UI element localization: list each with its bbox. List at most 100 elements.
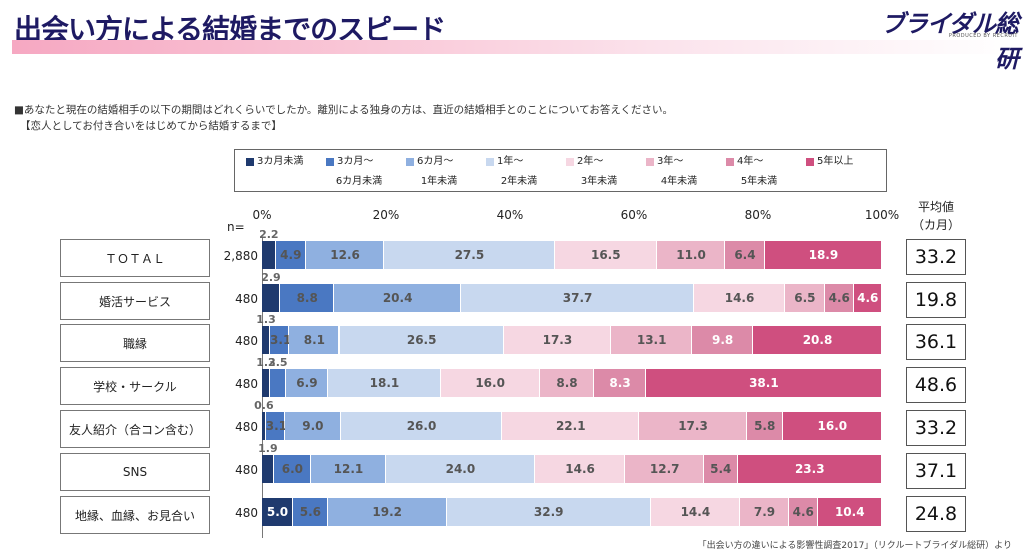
row-label: 職縁 bbox=[60, 324, 210, 362]
row-n: 480 bbox=[235, 292, 258, 306]
bar-value-label: 26.0 bbox=[406, 419, 437, 433]
bar-value-label: 20.8 bbox=[802, 333, 833, 347]
bar-value-label: 6.0 bbox=[281, 462, 303, 476]
legend-item: 6カ月～ 1年未満 bbox=[401, 156, 477, 190]
bar-value-label: 24.0 bbox=[445, 462, 476, 476]
bar-value-label: 2.9 bbox=[261, 271, 281, 284]
row-average: 48.6 bbox=[906, 367, 966, 403]
bar-segment bbox=[334, 284, 461, 312]
bar-value-label: 16.5 bbox=[590, 248, 621, 262]
legend-label: 1年～ bbox=[497, 156, 524, 167]
bar-value-label: 27.5 bbox=[454, 248, 485, 262]
bar-segment bbox=[782, 412, 882, 440]
bar-segment bbox=[340, 412, 503, 440]
bar-segment bbox=[704, 455, 738, 483]
bar-segment bbox=[270, 369, 286, 397]
bar-segment bbox=[265, 412, 285, 440]
legend-label-line2: 4年未満 bbox=[660, 176, 698, 187]
legend-label-line2: 2年未満 bbox=[500, 176, 538, 187]
bar-segment bbox=[339, 326, 504, 354]
bar-segment bbox=[594, 369, 646, 397]
legend-item: 1年～ 2年未満 bbox=[481, 156, 557, 190]
legend-swatch bbox=[486, 158, 494, 166]
n-header: n= bbox=[227, 220, 245, 234]
bar-value-label: 1.3 bbox=[256, 356, 276, 369]
bar-value-label: 16.0 bbox=[475, 376, 505, 390]
title-underline-bar bbox=[12, 40, 1014, 54]
bar-value-label: 14.6 bbox=[565, 462, 595, 476]
bar-value-label: 38.1 bbox=[749, 376, 779, 390]
bar-value-label: 8.3 bbox=[609, 376, 631, 390]
bar-value-label: 9.8 bbox=[712, 333, 734, 347]
row-label: 婚活サービス bbox=[60, 282, 210, 320]
bar-segment bbox=[306, 241, 385, 269]
x-tick-label: 40% bbox=[496, 208, 524, 222]
bar-value-label: 3.1 bbox=[265, 419, 287, 433]
x-tick-label: 60% bbox=[620, 208, 648, 222]
bar-segment bbox=[275, 241, 306, 269]
bar-value-label: 17.3 bbox=[678, 419, 708, 433]
bar-value-label: 1.3 bbox=[256, 313, 276, 326]
legend-label: 6カ月～ bbox=[417, 156, 454, 167]
row-n: 480 bbox=[235, 506, 258, 520]
bar-segment bbox=[753, 326, 882, 354]
bar-segment bbox=[692, 326, 754, 354]
bar-value-label: 6.4 bbox=[734, 248, 756, 262]
bar-segment bbox=[262, 455, 274, 483]
legend-label: 3年～ bbox=[657, 156, 684, 167]
bar-segment bbox=[328, 369, 441, 397]
bar-segment bbox=[270, 326, 290, 354]
bar-value-label: 5.0 bbox=[266, 505, 289, 519]
bar-value-label: 7.9 bbox=[753, 505, 776, 519]
bar-segment bbox=[554, 241, 657, 269]
bar-value-label: 4.6 bbox=[792, 505, 814, 519]
legend-item: 2年～ 3年未満 bbox=[561, 156, 637, 190]
bar-value-label: 23.3 bbox=[794, 462, 825, 476]
bar-segment bbox=[262, 284, 280, 312]
bar-value-label: 9.0 bbox=[302, 419, 324, 433]
bar-value-label: 6.9 bbox=[296, 376, 318, 390]
bar-segment bbox=[293, 498, 328, 526]
bar-segment bbox=[737, 455, 882, 483]
bar-segment bbox=[625, 455, 705, 483]
row-average: 33.2 bbox=[906, 239, 966, 275]
legend-label: 2年～ bbox=[577, 156, 604, 167]
row-label: 地縁、血縁、お見合い bbox=[60, 496, 210, 534]
bar-segment bbox=[284, 412, 341, 440]
legend-item: 3年～ 4年未満 bbox=[641, 156, 717, 190]
bar-value-label: 13.1 bbox=[636, 333, 667, 347]
legend-swatch bbox=[806, 158, 814, 166]
legend-item: 5年以上 bbox=[801, 156, 877, 190]
bar-segment bbox=[656, 241, 726, 269]
bar-segment bbox=[327, 498, 447, 526]
legend-swatch bbox=[566, 158, 574, 166]
row-average: 37.1 bbox=[906, 453, 966, 489]
bar-value-label: 20.4 bbox=[382, 291, 413, 305]
bar-segment bbox=[262, 326, 271, 354]
bar-segment bbox=[262, 412, 266, 440]
bar-segment bbox=[310, 455, 386, 483]
source-note: 「出会い方の違いによる影響性調査2017」（リクルートブライダル総研）より bbox=[697, 541, 1012, 551]
bar-value-label: 14.4 bbox=[680, 505, 711, 519]
average-unit: （カ月） bbox=[911, 218, 960, 232]
bar-segment bbox=[639, 412, 747, 440]
bar-segment bbox=[725, 241, 765, 269]
bar-segment bbox=[503, 326, 612, 354]
bar-value-label: 32.9 bbox=[533, 505, 564, 519]
row-average: 24.8 bbox=[906, 496, 966, 532]
legend-item: 3カ月未満 bbox=[241, 156, 317, 190]
bar-segment bbox=[285, 369, 329, 397]
bar-value-label: 14.6 bbox=[724, 291, 755, 305]
bar-value-label: 8.8 bbox=[296, 291, 318, 305]
bar-value-label: 37.7 bbox=[562, 291, 593, 305]
row-n: 2,880 bbox=[223, 249, 258, 263]
bar-segment bbox=[262, 498, 293, 526]
bar-value-label: 2.5 bbox=[268, 356, 288, 369]
bar-value-label: 5.8 bbox=[754, 419, 776, 433]
bar-segment bbox=[440, 369, 540, 397]
row-n: 480 bbox=[235, 420, 258, 434]
bar-segment bbox=[460, 284, 695, 312]
bar-value-label: 1.9 bbox=[258, 442, 278, 455]
bar-value-label: 8.8 bbox=[556, 376, 578, 390]
bar-segment bbox=[789, 498, 818, 526]
